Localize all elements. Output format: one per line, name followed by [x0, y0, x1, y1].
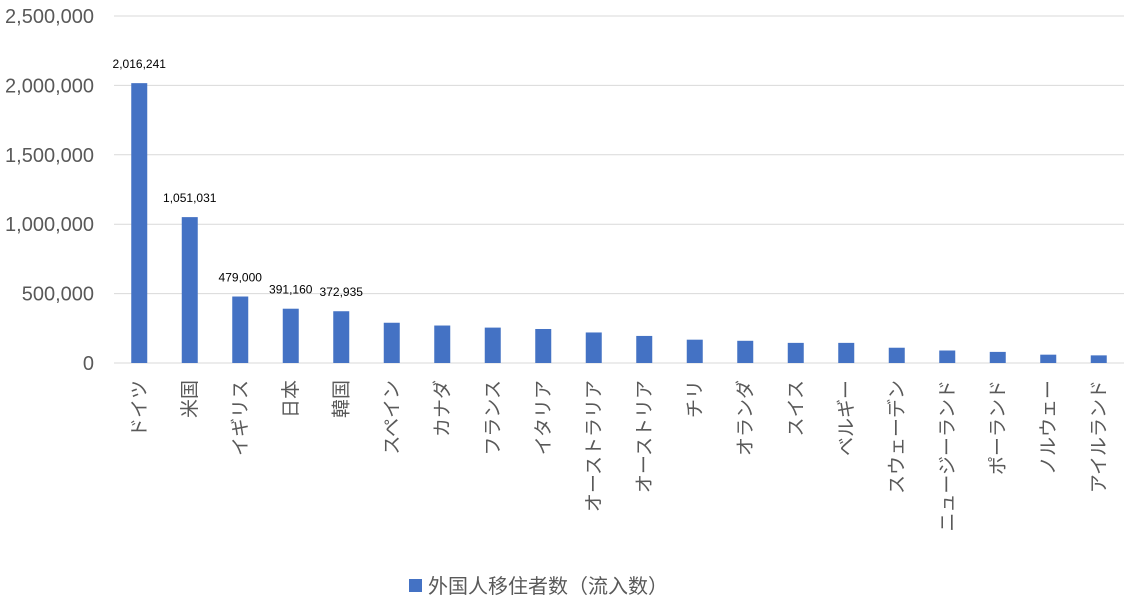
bar	[939, 350, 956, 363]
bar	[787, 342, 804, 363]
bar	[989, 351, 1006, 363]
category-label: ニュージーランド	[936, 380, 958, 532]
bar	[484, 327, 501, 363]
x-axis-category-labels: ドイツ 米国 イギリス 日本 韓国 スペイン カナダ フランス イタリア オーストラリア オーストリ…	[128, 380, 1110, 532]
y-axis-tick-labels: 0 500,000 1,000,000 1,500,000 2,000,000 2,500…	[5, 6, 94, 375]
legend-label: 外国人移住者数（流入数）	[428, 574, 668, 598]
y-tick-label: 0	[83, 353, 94, 375]
bar	[383, 322, 400, 363]
data-labels: 2,016,241 1,051,031 479,000 391,160 372,935	[113, 57, 364, 299]
bar	[686, 339, 703, 363]
category-label: オーストリア	[633, 380, 655, 493]
category-label: ドイツ	[128, 380, 150, 437]
category-label: 韓国	[330, 380, 352, 418]
category-label: ノルウェー	[1037, 380, 1059, 475]
bar	[838, 342, 855, 363]
category-label: 日本	[280, 380, 302, 418]
data-label: 372,935	[320, 285, 364, 299]
category-label: アイルランド	[1088, 380, 1110, 493]
category-label: イギリス	[229, 380, 251, 456]
data-label: 391,160	[269, 283, 313, 297]
bar	[1090, 355, 1107, 363]
bar	[535, 328, 552, 363]
category-label: スペイン	[381, 380, 403, 455]
bar	[585, 332, 602, 363]
y-tick-label: 1,500,000	[5, 145, 94, 167]
category-label: オランダ	[734, 380, 756, 456]
bar	[232, 296, 249, 363]
category-label: フランス	[482, 380, 504, 456]
category-label: カナダ	[431, 380, 453, 437]
bar	[434, 325, 451, 363]
bar	[181, 217, 198, 363]
legend: 外国人移住者数（流入数）	[409, 574, 668, 598]
category-label: 米国	[179, 380, 201, 418]
bar	[737, 340, 754, 363]
category-label: スウェーデン	[886, 380, 908, 494]
legend-swatch	[409, 579, 422, 592]
gridlines	[114, 15, 1124, 364]
category-label: ベルギー	[835, 380, 857, 456]
category-label: オーストラリア	[583, 380, 605, 512]
category-label: イタリア	[532, 380, 554, 455]
bar	[333, 311, 350, 363]
category-label: チリ	[684, 380, 706, 418]
y-tick-label: 500,000	[22, 284, 94, 306]
data-label: 1,051,031	[163, 191, 217, 205]
bar	[888, 347, 905, 363]
bar	[1040, 354, 1057, 363]
bars	[131, 83, 1107, 363]
y-tick-label: 2,500,000	[5, 6, 94, 28]
category-label: スイス	[785, 380, 807, 436]
y-tick-label: 2,000,000	[5, 75, 94, 97]
bar	[636, 335, 653, 363]
y-tick-label: 1,000,000	[5, 214, 94, 236]
bar	[282, 308, 299, 363]
category-label: ポーランド	[987, 380, 1009, 475]
data-label: 479,000	[219, 271, 263, 285]
data-label: 2,016,241	[113, 57, 167, 71]
bar	[131, 83, 148, 363]
